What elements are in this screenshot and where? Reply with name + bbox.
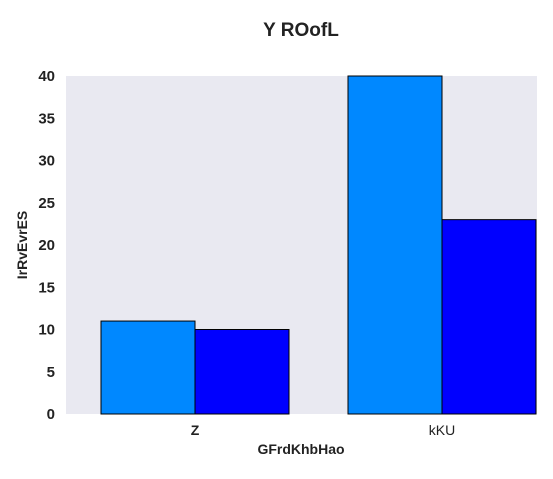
bars-layer xyxy=(100,75,537,415)
bar-kKU-series-2 xyxy=(441,219,537,415)
y-tick-label: 40 xyxy=(38,68,55,85)
y-tick-label: 25 xyxy=(38,195,55,212)
y-axis-ticks: 0 5 10 15 20 25 30 35 40 xyxy=(38,68,55,423)
bar-kKU-series-1 xyxy=(347,75,443,415)
x-tick-label-kKU: kKU xyxy=(429,422,455,438)
y-tick-label: 5 xyxy=(47,364,55,381)
y-tick-label: 35 xyxy=(38,110,55,127)
y-tick-label: 10 xyxy=(38,322,55,339)
y-tick-label: 20 xyxy=(38,237,55,254)
x-tick-label-Z: Z xyxy=(191,422,200,438)
chart-title: Y ROofL xyxy=(263,20,339,41)
y-tick-label: 30 xyxy=(38,153,55,170)
bar-Z-series-2 xyxy=(194,329,290,415)
y-tick-label: 0 xyxy=(47,406,55,423)
y-tick-label: 15 xyxy=(38,279,55,296)
bar-Z-series-1 xyxy=(100,320,196,415)
x-axis-label: GFrdKhbHao xyxy=(257,441,344,457)
y-axis-label: IrRvEvrES xyxy=(14,211,30,279)
